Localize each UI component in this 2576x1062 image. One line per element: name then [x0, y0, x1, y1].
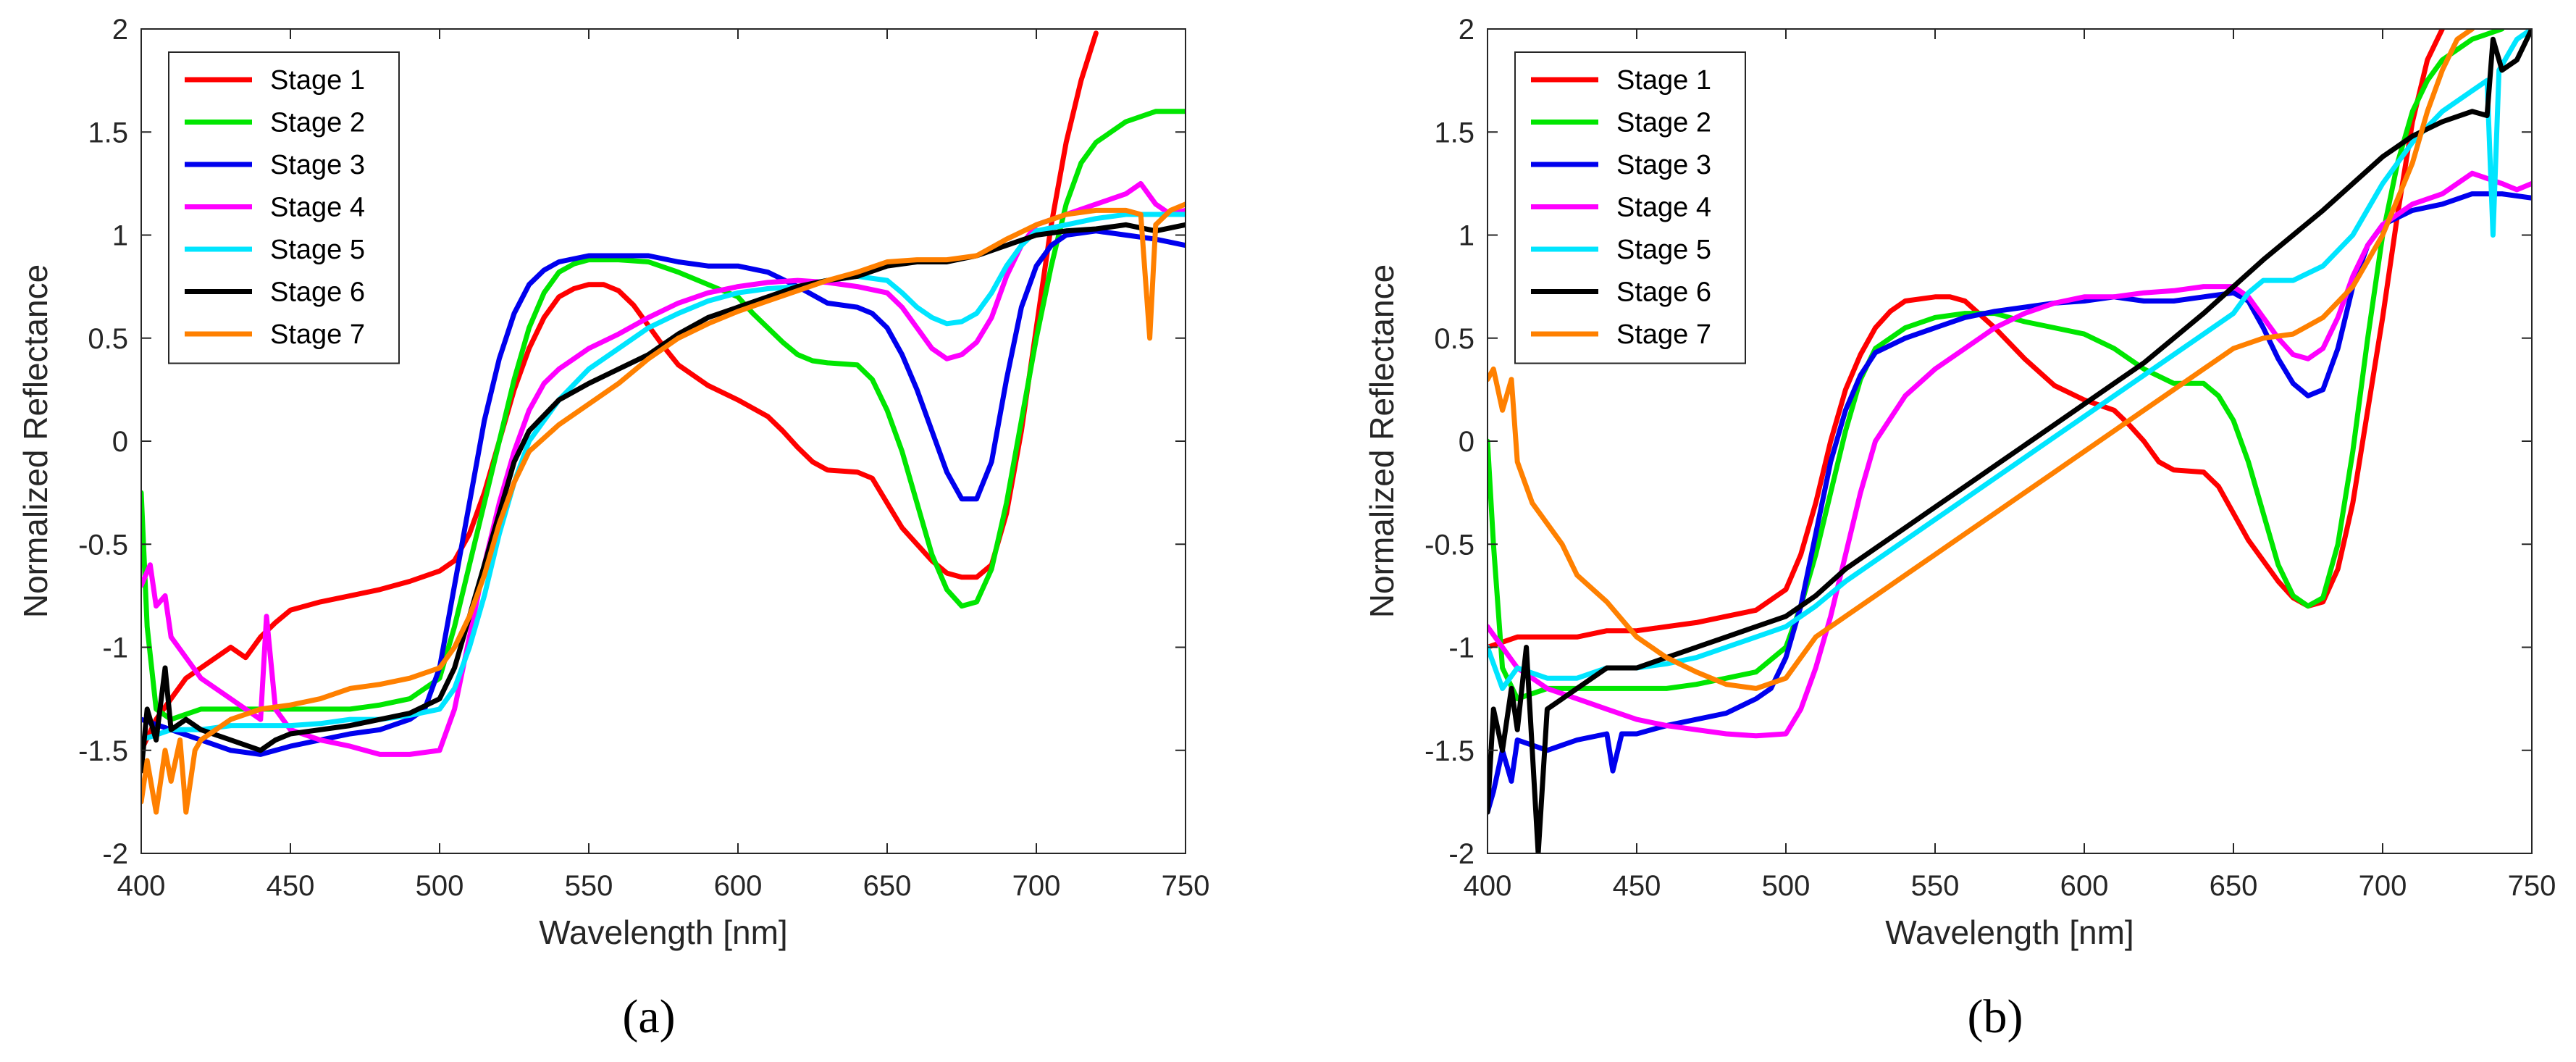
x-tick-label: 600 — [2060, 870, 2109, 902]
y-tick-label: 1.5 — [1434, 117, 1474, 149]
legend-label-stage-6: Stage 6 — [270, 277, 365, 308]
x-tick-label: 500 — [416, 870, 464, 902]
y-tick-label: -2 — [1448, 838, 1474, 870]
y-tick-label: 1 — [1459, 220, 1474, 252]
panel-b: 400 450 500 550 600 650 700 750 -2 -1.5 -1 -0.5 0 0.5… — [1363, 14, 2556, 1043]
series-line-stage-7 — [141, 201, 1186, 815]
x-tick-label: 400 — [1464, 870, 1512, 902]
x-tick-label: 450 — [1613, 870, 1661, 902]
legend-label-stage-2: Stage 2 — [1616, 108, 1711, 138]
panel-label: (b) — [1968, 990, 2023, 1043]
x-tick-label: 550 — [1911, 870, 1960, 902]
legend-label-stage-5: Stage 5 — [270, 235, 365, 265]
x-tick-label: 700 — [1012, 870, 1061, 902]
y-axis-title: Normalized Reflectance — [1363, 264, 1401, 618]
legend-label-stage-1: Stage 1 — [1616, 65, 1711, 96]
y-tick-label: 1.5 — [88, 117, 128, 149]
x-axis-title: Wavelength [nm] — [1885, 913, 2134, 951]
legend-label-stage-4: Stage 4 — [1616, 193, 1711, 223]
series-line-stage-6 — [1488, 29, 2532, 853]
x-tick-label: 600 — [714, 870, 763, 902]
y-tick-label: 1 — [112, 220, 128, 252]
y-axis-title: Normalized Reflectance — [17, 264, 54, 618]
legend: Stage 1 Stage 2 Stage 3 Stage 4 Stage 5 Stage… — [168, 51, 400, 364]
legend-label-stage-3: Stage 3 — [270, 150, 365, 180]
x-tick-label: 750 — [1162, 870, 1210, 902]
series-line-stage-2 — [1488, 29, 2505, 702]
x-axis-title: Wavelength [nm] — [539, 913, 787, 951]
legend-label-stage-3: Stage 3 — [1616, 150, 1711, 180]
y-tick-label: -1 — [102, 632, 128, 664]
y-tick-label: 2 — [1459, 14, 1474, 46]
series-group — [1488, 29, 2532, 853]
y-tick-label: -1.5 — [78, 735, 128, 767]
legend-label-stage-7: Stage 7 — [1616, 319, 1711, 350]
x-tick-label: 650 — [2210, 870, 2258, 902]
x-tick-label: 450 — [267, 870, 315, 902]
legend-label-stage-6: Stage 6 — [1616, 277, 1711, 308]
y-tick-label: -0.5 — [1425, 529, 1474, 561]
legend-label-stage-5: Stage 5 — [1616, 235, 1711, 265]
x-tick-label: 400 — [117, 870, 166, 902]
series-line-stage-5 — [141, 212, 1186, 743]
y-tick-label: -2 — [102, 838, 128, 870]
legend-label-stage-2: Stage 2 — [270, 108, 365, 138]
series-line-stage-3 — [1488, 191, 2532, 815]
series-line-stage-4 — [1488, 170, 2532, 739]
y-tick-label: 2 — [112, 14, 128, 46]
panel-a: 400 450 500 550 600 650 700 750 -2 -1.5 -1 -0.5 0 0.5… — [17, 14, 1209, 1043]
y-tick-label: 0 — [1459, 426, 1474, 458]
series-line-stage-1 — [141, 30, 1099, 753]
legend-label-stage-7: Stage 7 — [270, 319, 365, 350]
legend: Stage 1 Stage 2 Stage 3 Stage 4 Stage 5 Stage… — [1514, 51, 1746, 364]
legend-label-stage-1: Stage 1 — [270, 65, 365, 96]
series-line-stage-7 — [1488, 29, 2475, 691]
y-tick-label: -1 — [1448, 632, 1474, 664]
y-tick-label: 0 — [112, 426, 128, 458]
x-tick-label: 500 — [1762, 870, 1811, 902]
y-tick-label: 0.5 — [1434, 323, 1474, 355]
y-tick-label: -1.5 — [1425, 735, 1474, 767]
series-group — [141, 30, 1186, 815]
series-line-stage-2 — [141, 109, 1186, 722]
y-tick-label: -0.5 — [78, 529, 128, 561]
series-line-stage-4 — [141, 180, 1186, 757]
x-tick-label: 700 — [2359, 870, 2407, 902]
y-tick-label: 0.5 — [88, 323, 128, 355]
x-tick-label: 550 — [565, 870, 613, 902]
x-tick-label: 750 — [2508, 870, 2556, 902]
series-line-stage-3 — [141, 228, 1186, 757]
legend-label-stage-4: Stage 4 — [270, 193, 365, 223]
x-tick-label: 650 — [863, 870, 912, 902]
panel-label: (a) — [622, 990, 675, 1043]
